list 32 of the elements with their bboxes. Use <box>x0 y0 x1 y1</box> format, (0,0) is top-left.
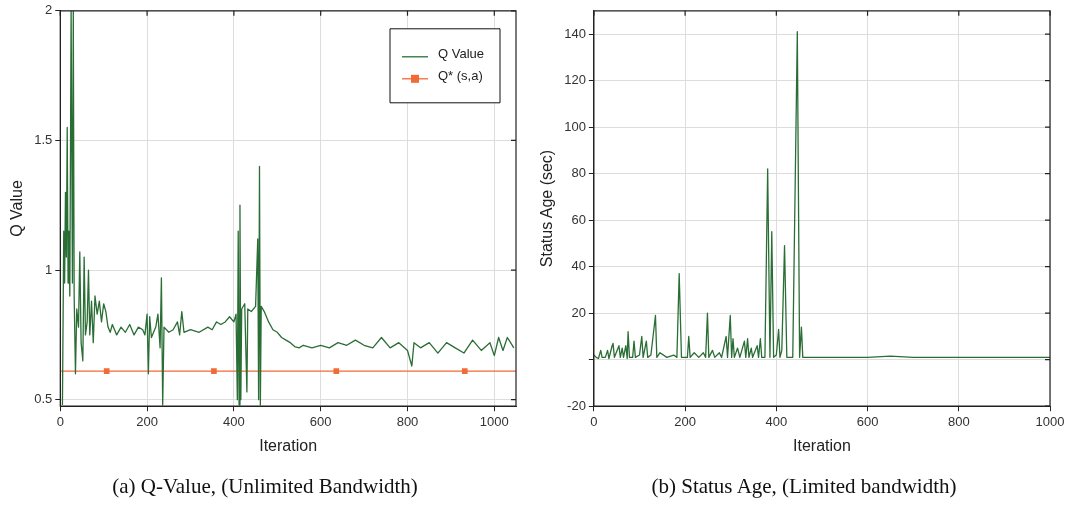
y-axis-title: Q Value <box>8 180 26 237</box>
y-tick-label: 20 <box>571 304 586 320</box>
legend-label: Q Value <box>438 46 485 62</box>
y-tick-label: 2 <box>45 2 53 18</box>
y-tick-label: 1 <box>45 261 53 277</box>
x-tick-label: 600 <box>309 413 332 429</box>
text: (b) Status Age, (Limited bandwidth) <box>650 474 958 499</box>
x-tick-label: 0 <box>590 413 598 429</box>
y-axis-title: Status Age (sec) <box>538 149 556 268</box>
text: (a) Q-Value, (Unlimited Bandwidth) <box>111 474 419 499</box>
x-tick-label: 0 <box>56 413 64 429</box>
x-axis-title: Iteration <box>793 436 851 454</box>
x-tick-label: 200 <box>136 413 158 429</box>
y-tick-label: 140 <box>564 25 586 41</box>
y-tick-label: 80 <box>571 165 586 181</box>
x-tick-label: 800 <box>396 413 419 429</box>
x-tick-label: 1000 <box>1035 413 1065 429</box>
y-tick-label: 40 <box>571 258 586 274</box>
y-tick-label: 0.5 <box>34 391 53 407</box>
y-tick-label: 120 <box>564 72 586 88</box>
x-tick-label: 600 <box>856 413 879 429</box>
y-tick-label: -20 <box>567 397 586 413</box>
x-tick-label: 800 <box>947 413 970 429</box>
y-tick-label: 100 <box>564 118 586 134</box>
x-tick-label: 400 <box>765 413 788 429</box>
y-tick-label: 60 <box>571 211 586 227</box>
y-tick-label: 1.5 <box>34 132 53 148</box>
legend-label: Q* (s,a) <box>438 68 483 84</box>
x-axis-title: Iteration <box>259 436 318 454</box>
x-tick-label: 200 <box>674 413 696 429</box>
x-tick-label: 400 <box>223 413 245 429</box>
x-tick-label: 1000 <box>479 413 509 429</box>
